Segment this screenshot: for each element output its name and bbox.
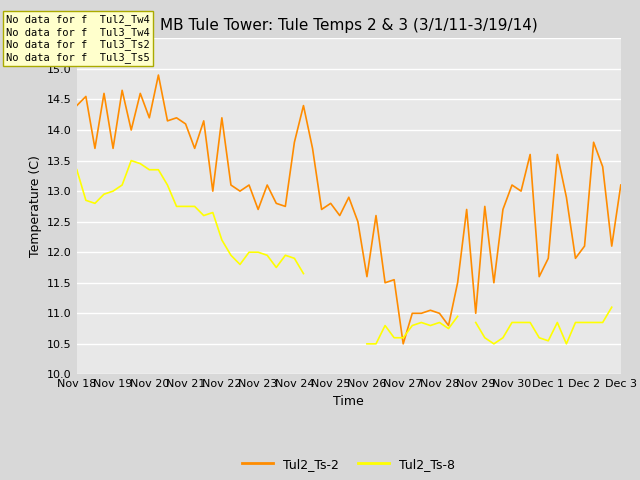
- Tul2_Ts-2: [273, 201, 280, 206]
- Text: No data for f  Tul2_Tw4
No data for f  Tul3_Tw4
No data for f  Tul3_Ts2
No data : No data for f Tul2_Tw4 No data for f Tul…: [6, 14, 150, 63]
- Tul2_Ts-8: [264, 252, 271, 258]
- Tul2_Ts-8: [554, 320, 561, 325]
- Line: Tul2_Ts-8: Tul2_Ts-8: [77, 161, 612, 344]
- Tul2_Ts-2: [417, 311, 425, 316]
- Tul2_Ts-8: [200, 213, 207, 218]
- Tul2_Ts-8: [182, 204, 189, 209]
- Tul2_Ts-2: [399, 341, 407, 347]
- Tul2_Ts-2: [563, 194, 570, 200]
- X-axis label: Time: Time: [333, 395, 364, 408]
- Title: MB Tule Tower: Tule Temps 2 & 3 (3/1/11-3/19/14): MB Tule Tower: Tule Temps 2 & 3 (3/1/11-…: [160, 18, 538, 33]
- Tul2_Ts-2: [191, 145, 198, 151]
- Tul2_Ts-2: [209, 188, 216, 194]
- Tul2_Ts-2: [73, 103, 81, 108]
- Y-axis label: Temperature (C): Temperature (C): [29, 156, 42, 257]
- Line: Tul2_Ts-2: Tul2_Ts-2: [77, 75, 621, 344]
- Tul2_Ts-8: [73, 167, 81, 173]
- Tul2_Ts-2: [154, 72, 162, 78]
- Tul2_Ts-8: [408, 323, 416, 328]
- Tul2_Ts-2: [617, 182, 625, 188]
- Tul2_Ts-8: [372, 341, 380, 347]
- Legend: Tul2_Ts-2, Tul2_Ts-8: Tul2_Ts-2, Tul2_Ts-8: [237, 453, 460, 476]
- Tul2_Ts-2: [372, 213, 380, 218]
